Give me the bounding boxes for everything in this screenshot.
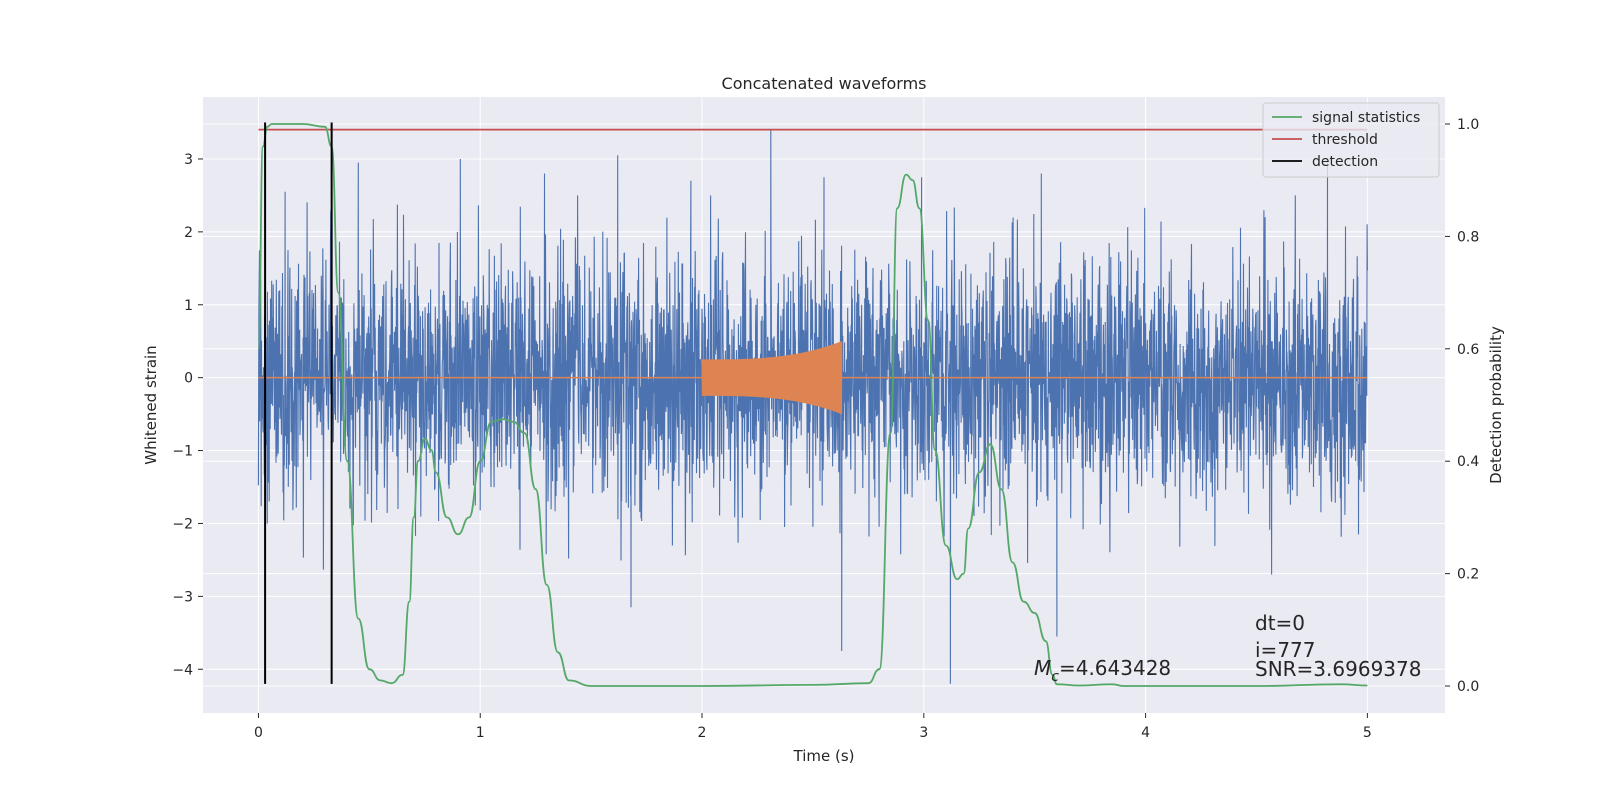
y2-tick-label: 0.2 bbox=[1457, 567, 1479, 583]
y-tick-label: 1 bbox=[184, 298, 193, 314]
y2-axis-title: Detection probability bbox=[1487, 326, 1505, 484]
y2-tick-label: 0.4 bbox=[1457, 454, 1479, 470]
y-tick-label: 2 bbox=[184, 225, 193, 241]
axis-layer: 0 1 2 3 4 5 −4 −3 −2 −1 0 1 2 3 0.0 0.2 0.4 0.6 0.8 1.0 bbox=[172, 117, 1479, 741]
whitened-strain-layer bbox=[257, 129, 1368, 684]
y2-tick-label: 0.6 bbox=[1457, 342, 1479, 358]
y-tick-label: −1 bbox=[172, 444, 193, 460]
y-tick-label: −3 bbox=[172, 589, 193, 605]
y2-tick-label: 0.0 bbox=[1457, 679, 1479, 695]
y-tick-label: 3 bbox=[184, 152, 193, 168]
y-tick-label: 0 bbox=[184, 371, 193, 387]
snr-annotation: SNR=3.6969378 bbox=[1255, 657, 1421, 681]
y-tick-label: −4 bbox=[172, 662, 193, 678]
legend-label-detection: detection bbox=[1312, 154, 1378, 170]
chart-title: Concatenated waveforms bbox=[722, 74, 927, 93]
detection-layer bbox=[264, 122, 333, 684]
chirp-mass-annotation: Mc=4.643428 bbox=[1034, 656, 1171, 685]
legend-box bbox=[1262, 102, 1440, 178]
x-tick-label: 5 bbox=[1363, 725, 1372, 741]
chirp-mass-symbol: M bbox=[1034, 656, 1051, 680]
legend: signal statistics threshold detection bbox=[1262, 102, 1440, 178]
x-tick-label: 3 bbox=[919, 725, 928, 741]
whitened-strain-line bbox=[257, 129, 1368, 684]
template-layer bbox=[258, 341, 1368, 415]
template-chirp bbox=[701, 341, 843, 415]
x-tick-label: 4 bbox=[1141, 725, 1150, 741]
chirp-mass-value: =4.643428 bbox=[1059, 656, 1171, 680]
legend-label-threshold: threshold bbox=[1312, 132, 1378, 148]
legend-label-signal-statistics: signal statistics bbox=[1312, 110, 1420, 126]
index-annotation: i=777 bbox=[1255, 638, 1316, 662]
x-axis-title: Time (s) bbox=[793, 747, 855, 765]
annotations: Mc=4.643428 dt=0 i=777 SNR=3.6969378 bbox=[1034, 611, 1421, 685]
signal-statistics-line bbox=[257, 123, 1368, 687]
x-tick-label: 2 bbox=[698, 725, 707, 741]
y2-tick-label: 1.0 bbox=[1457, 117, 1479, 133]
y-tick-label: −2 bbox=[172, 516, 193, 532]
x-tick-label: 1 bbox=[476, 725, 485, 741]
y2-tick-label: 0.8 bbox=[1457, 229, 1479, 245]
chirp-mass-subscript: c bbox=[1051, 669, 1059, 685]
signal-statistics-layer bbox=[257, 123, 1368, 687]
x-tick-label: 0 bbox=[254, 725, 263, 741]
y-axis-title: Whitened strain bbox=[142, 345, 160, 464]
dt-annotation: dt=0 bbox=[1255, 611, 1305, 635]
